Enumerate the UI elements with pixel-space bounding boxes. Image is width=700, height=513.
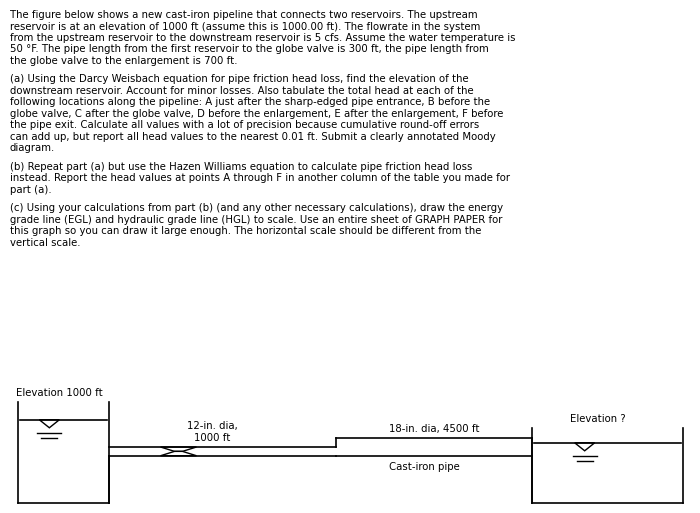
Text: from the upstream reservoir to the downstream reservoir is 5 cfs. Assume the wat: from the upstream reservoir to the downs… [10, 33, 515, 43]
Text: the globe valve to the enlargement is 700 ft.: the globe valve to the enlargement is 70… [10, 56, 237, 66]
Text: Elevation 1000 ft: Elevation 1000 ft [15, 387, 102, 398]
Text: Elevation ?: Elevation ? [570, 414, 625, 424]
Text: instead. Report the head values at points A through F in another column of the t: instead. Report the head values at point… [10, 173, 510, 183]
Polygon shape [160, 447, 197, 451]
Text: following locations along the pipeline: A just after the sharp-edged pipe entran: following locations along the pipeline: … [10, 97, 490, 107]
Text: 50 °F. The pipe length from the first reservoir to the globe valve is 300 ft, th: 50 °F. The pipe length from the first re… [10, 45, 489, 54]
Text: part (a).: part (a). [10, 185, 52, 195]
Text: the pipe exit. Calculate all values with a lot of precision because cumulative r: the pipe exit. Calculate all values with… [10, 121, 480, 130]
Text: (b) Repeat part (a) but use the Hazen Williams equation to calculate pipe fricti: (b) Repeat part (a) but use the Hazen Wi… [10, 162, 473, 172]
Text: vertical scale.: vertical scale. [10, 238, 80, 248]
Text: The figure below shows a new cast-iron pipeline that connects two reservoirs. Th: The figure below shows a new cast-iron p… [10, 10, 477, 20]
Text: can add up, but report all head values to the nearest 0.01 ft. Submit a clearly : can add up, but report all head values t… [10, 132, 496, 142]
Text: grade line (EGL) and hydraulic grade line (HGL) to scale. Use an entire sheet of: grade line (EGL) and hydraulic grade lin… [10, 215, 503, 225]
Text: 12-in. dia,
1000 ft: 12-in. dia, 1000 ft [187, 421, 237, 443]
Text: (a) Using the Darcy Weisbach equation for pipe friction head loss, find the elev: (a) Using the Darcy Weisbach equation fo… [10, 74, 468, 85]
Text: Cast-iron pipe: Cast-iron pipe [389, 462, 459, 472]
Polygon shape [160, 451, 197, 456]
Text: downstream reservoir. Account for minor losses. Also tabulate the total head at : downstream reservoir. Account for minor … [10, 86, 474, 96]
Text: diagram.: diagram. [10, 144, 55, 153]
Text: 18-in. dia, 4500 ft: 18-in. dia, 4500 ft [389, 424, 480, 434]
Text: (c) Using your calculations from part (b) (and any other necessary calculations): (c) Using your calculations from part (b… [10, 203, 503, 213]
Text: this graph so you can draw it large enough. The horizontal scale should be diffe: this graph so you can draw it large enou… [10, 226, 482, 236]
Text: reservoir is at an elevation of 1000 ft (assume this is 1000.00 ft). The flowrat: reservoir is at an elevation of 1000 ft … [10, 22, 480, 31]
Text: globe valve, C after the globe valve, D before the enlargement, E after the enla: globe valve, C after the globe valve, D … [10, 109, 503, 119]
